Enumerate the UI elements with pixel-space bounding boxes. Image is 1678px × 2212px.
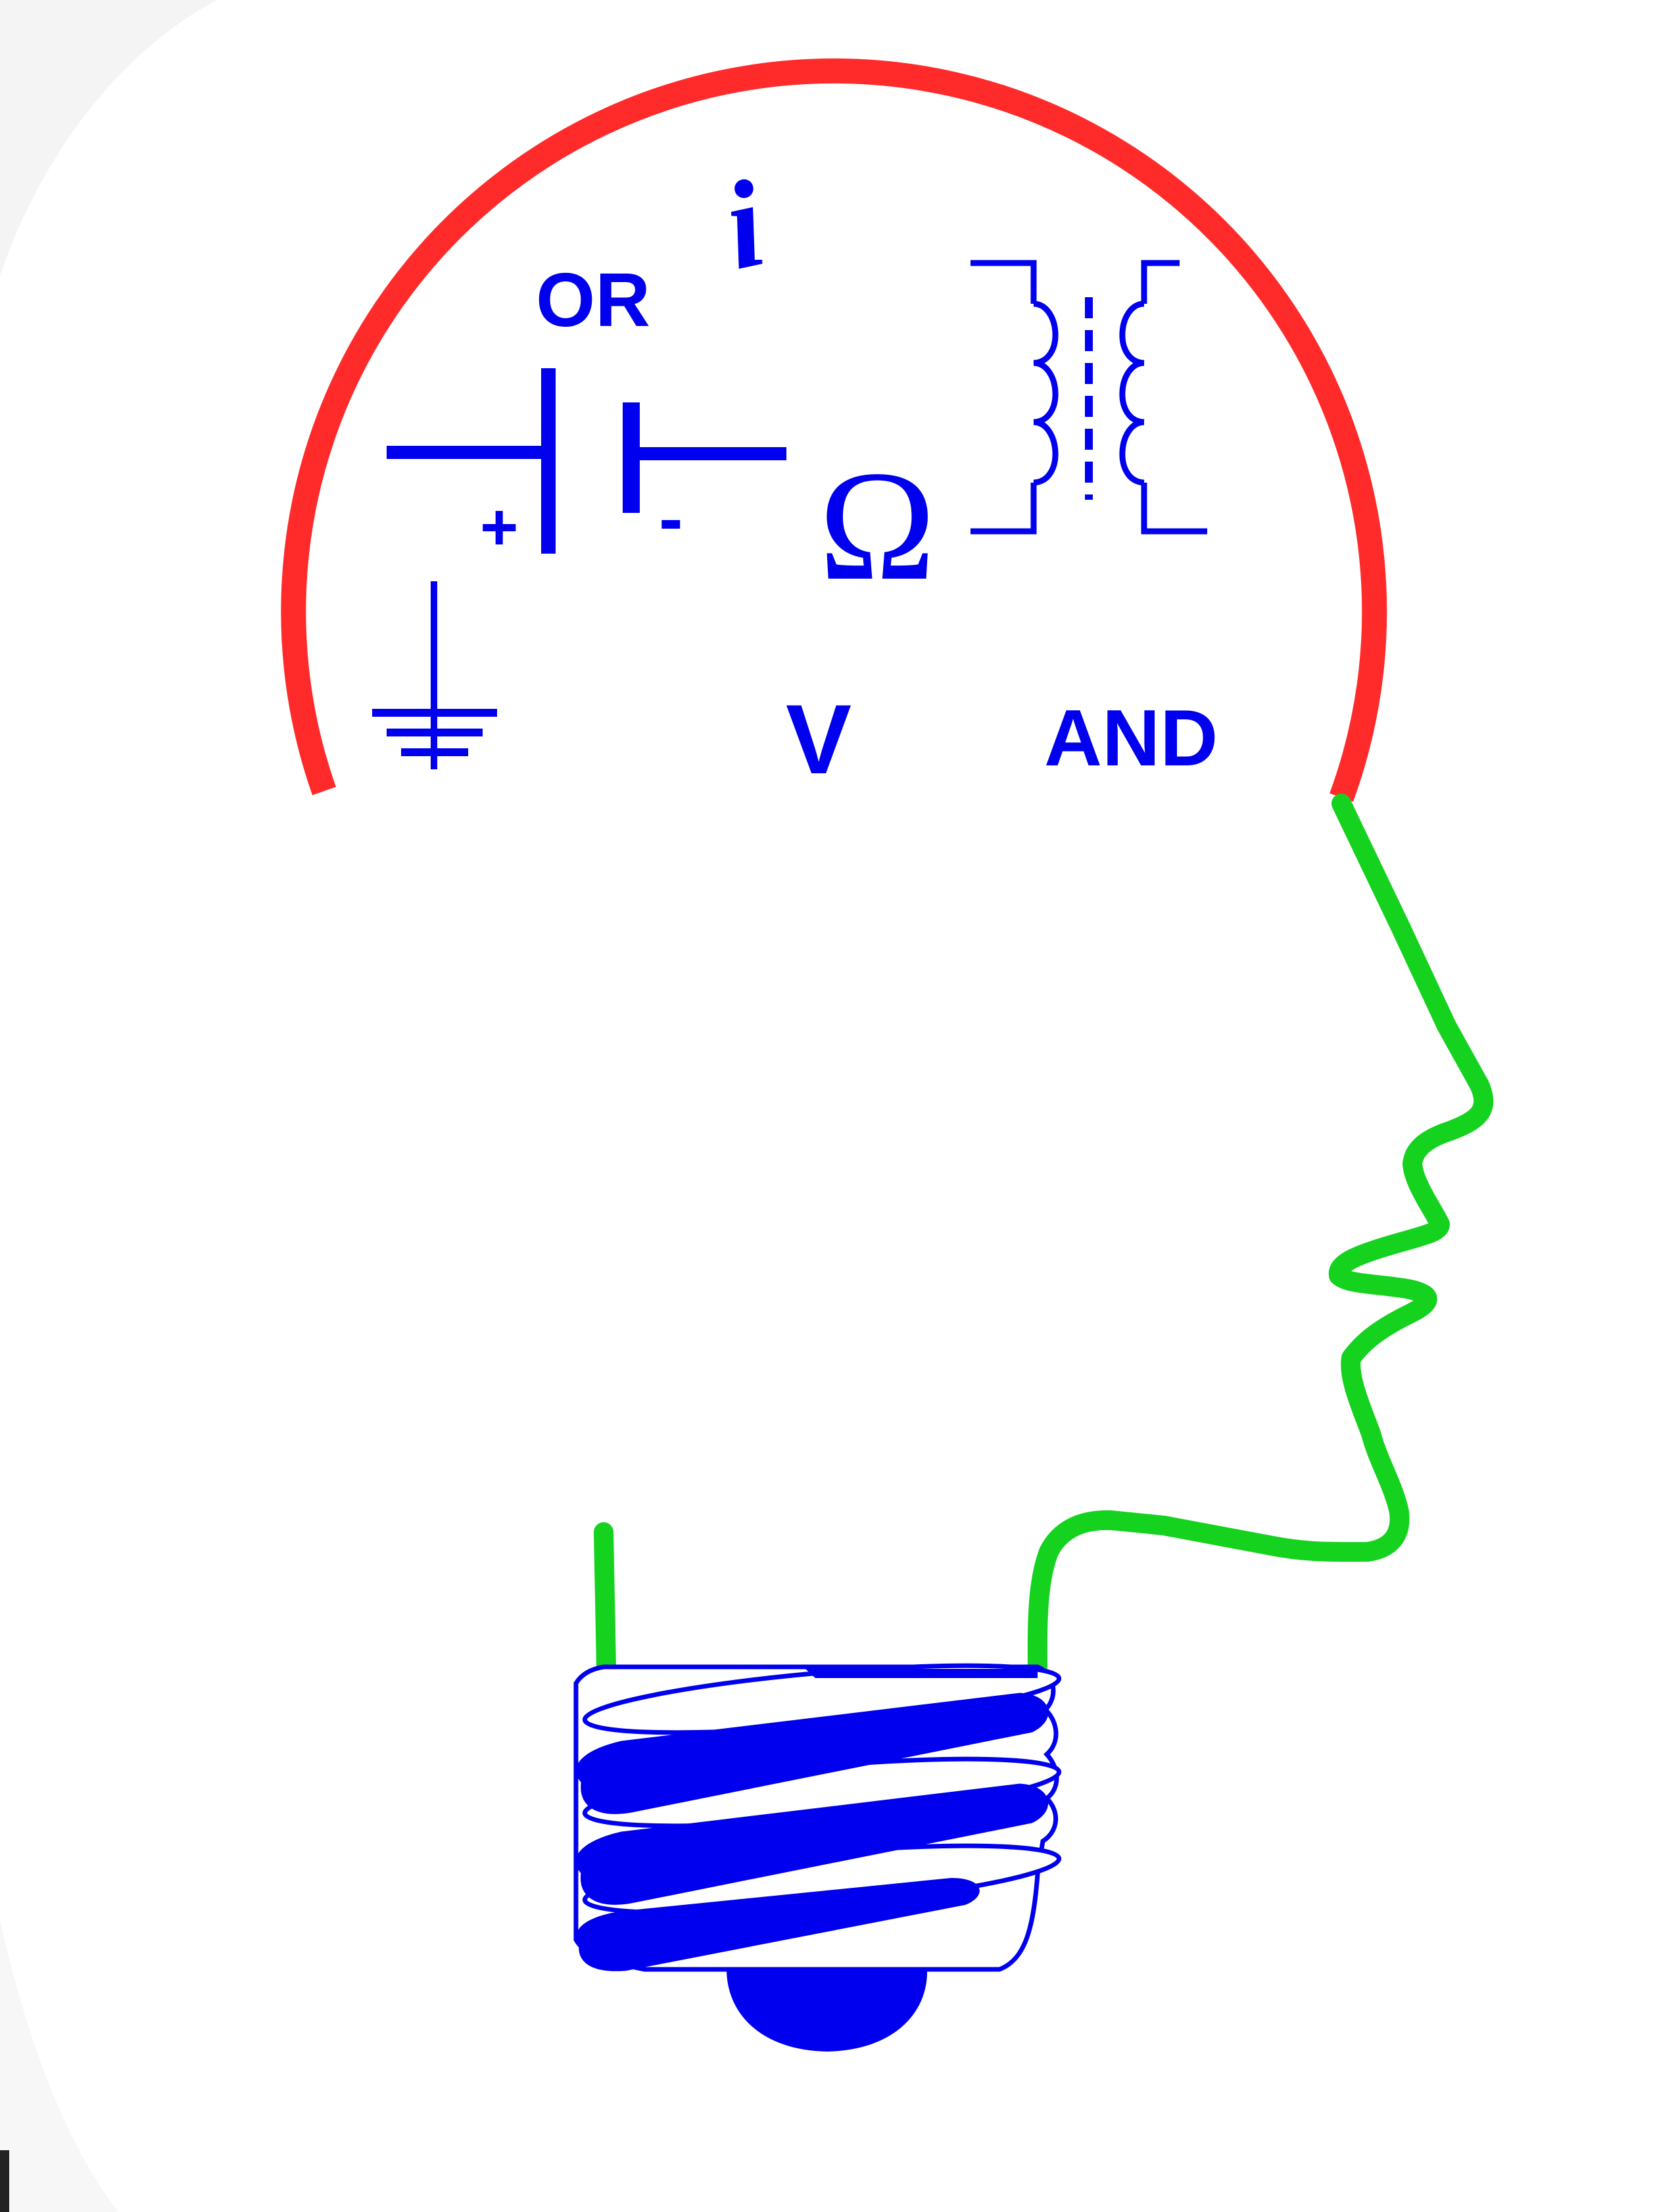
and-gate-label: AND	[1044, 693, 1218, 782]
ground-symbol-icon	[372, 581, 497, 769]
battery-symbol-icon: + -	[387, 368, 786, 564]
face-profile-outline	[1027, 794, 1494, 1677]
battery-plus-label: +	[480, 491, 518, 564]
top-left-corner-shade	[0, 0, 217, 276]
battery-minus-label: -	[659, 478, 683, 559]
transformer-symbol-icon	[971, 260, 1207, 535]
light-bulb-base-icon	[573, 1663, 1062, 2052]
or-gate-label: OR	[536, 257, 650, 343]
neck-back-line	[594, 1522, 616, 1677]
volt-label: V	[786, 684, 851, 794]
skull-outline	[281, 58, 1387, 802]
bottom-left-corner-shade	[0, 1920, 118, 2212]
current-label: i	[713, 154, 775, 296]
ohm-label: Ω	[819, 438, 936, 613]
bottom-left-edge-mark	[0, 2150, 9, 2212]
